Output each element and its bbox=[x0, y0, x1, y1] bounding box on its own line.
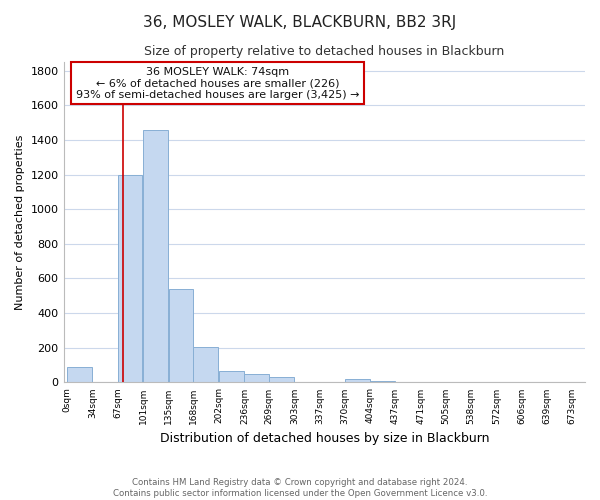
Bar bbox=[219, 371, 244, 382]
Bar bbox=[67, 367, 92, 382]
Bar bbox=[193, 347, 218, 382]
Text: Contains HM Land Registry data © Crown copyright and database right 2024.
Contai: Contains HM Land Registry data © Crown c… bbox=[113, 478, 487, 498]
Bar bbox=[244, 374, 269, 382]
X-axis label: Distribution of detached houses by size in Blackburn: Distribution of detached houses by size … bbox=[160, 432, 489, 445]
Bar bbox=[143, 130, 168, 382]
Bar bbox=[345, 379, 370, 382]
Y-axis label: Number of detached properties: Number of detached properties bbox=[15, 134, 25, 310]
Bar bbox=[169, 289, 193, 382]
Bar bbox=[118, 174, 142, 382]
Bar bbox=[269, 377, 294, 382]
Text: 36 MOSLEY WALK: 74sqm
← 6% of detached houses are smaller (226)
93% of semi-deta: 36 MOSLEY WALK: 74sqm ← 6% of detached h… bbox=[76, 67, 359, 100]
Bar bbox=[370, 380, 395, 382]
Title: Size of property relative to detached houses in Blackburn: Size of property relative to detached ho… bbox=[144, 45, 505, 58]
Text: 36, MOSLEY WALK, BLACKBURN, BB2 3RJ: 36, MOSLEY WALK, BLACKBURN, BB2 3RJ bbox=[143, 15, 457, 30]
